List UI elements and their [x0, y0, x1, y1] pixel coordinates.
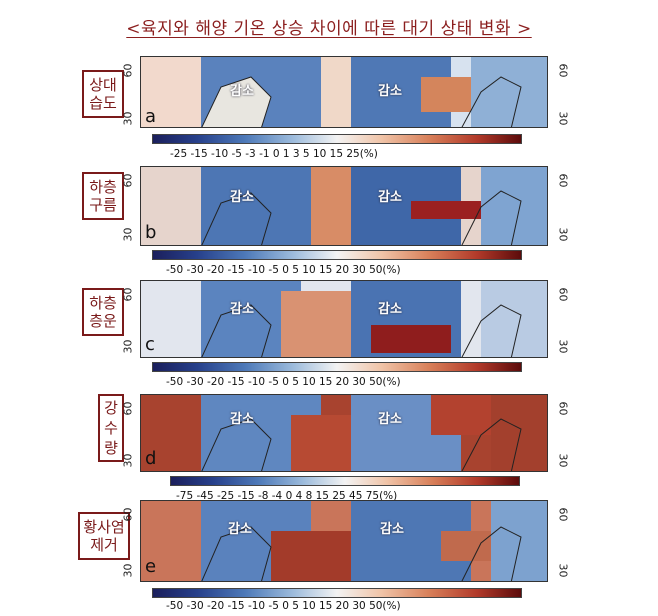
lat-bottom-d: 30 — [121, 453, 135, 468]
lat-top-b: 60 — [121, 173, 135, 188]
map-panel-c — [140, 280, 548, 358]
panel-e-label-line1: 황사염 — [83, 518, 125, 536]
lat-top-a: 60 — [121, 63, 135, 78]
colorbar-d-ticks: -75 -45 -25 -15 -8 -4 0 4 8 15 25 45 75(… — [176, 490, 398, 502]
decrease-label-b2: 감소 — [378, 190, 402, 205]
map-panel-b — [140, 166, 548, 246]
lat-top-c: 60 — [121, 287, 135, 302]
panel-e-label-line2: 제거 — [90, 536, 118, 554]
lat-bottom-b: 30 — [121, 227, 135, 242]
lat-top-d-right: 60 — [556, 401, 570, 416]
decrease-label-e2: 감소 — [380, 522, 404, 537]
map-c-graphic — [141, 281, 547, 357]
lat-bottom-d-right: 30 — [556, 453, 570, 468]
lat-bottom-c: 30 — [121, 339, 135, 354]
colorbar-d — [170, 476, 520, 486]
panel-a-label-line2: 습도 — [89, 94, 117, 112]
lat-top-e: 60 — [121, 507, 135, 522]
figure-title: <육지와 해양 기온 상승 차이에 따른 대기 상태 변화 > — [126, 19, 532, 39]
panel-b-label-line2: 구름 — [89, 196, 117, 214]
panel-b-label: 하층 구름 — [82, 172, 124, 220]
lat-top-d: 60 — [121, 401, 135, 416]
decrease-label-a2: 감소 — [378, 84, 402, 99]
lat-bottom-b-right: 30 — [556, 227, 570, 242]
panel-d-label-line3: 량 — [104, 439, 118, 457]
panel-c-label-line1: 하층 — [89, 294, 117, 312]
panel-a-label-line1: 상대 — [89, 76, 117, 94]
lat-top-c-right: 60 — [556, 287, 570, 302]
panel-d-label-line2: 수 — [104, 419, 118, 437]
lat-top-a-right: 60 — [556, 63, 570, 78]
decrease-label-d1: 감소 — [230, 412, 254, 427]
map-b-graphic — [141, 167, 547, 245]
lat-bottom-a-right: 30 — [556, 111, 570, 126]
decrease-label-c1: 감소 — [230, 302, 254, 317]
panel-d-label: 강 수 량 — [98, 394, 124, 462]
decrease-label-d2: 감소 — [378, 412, 402, 427]
panel-d-label-line1: 강 — [104, 399, 118, 417]
lat-bottom-c-right: 30 — [556, 339, 570, 354]
map-d-graphic — [141, 395, 547, 471]
colorbar-a — [152, 134, 522, 144]
map-e-graphic — [141, 501, 547, 581]
decrease-label-c2: 감소 — [378, 302, 402, 317]
lat-bottom-e: 30 — [121, 563, 135, 578]
colorbar-b-ticks: -50 -30 -20 -15 -10 -5 0 5 10 15 20 30 5… — [166, 264, 401, 276]
map-a-graphic — [141, 57, 547, 127]
panel-e-label: 황사염 제거 — [78, 512, 130, 560]
panel-a-label: 상대 습도 — [82, 70, 124, 118]
lat-bottom-a: 30 — [121, 111, 135, 126]
map-panel-a — [140, 56, 548, 128]
panel-e-letter: e — [145, 556, 157, 577]
map-panel-e — [140, 500, 548, 582]
colorbar-c-ticks: -50 -30 -20 -15 -10 -5 0 5 10 15 20 30 5… — [166, 376, 401, 388]
colorbar-e-ticks: -50 -30 -20 -15 -10 -5 0 5 10 15 20 30 5… — [166, 600, 401, 612]
panel-c-letter: c — [145, 334, 155, 355]
lat-bottom-e-right: 30 — [556, 563, 570, 578]
lat-top-b-right: 60 — [556, 173, 570, 188]
panel-c-label-line2: 층운 — [89, 312, 117, 330]
colorbar-e — [152, 588, 522, 598]
decrease-label-b1: 감소 — [230, 190, 254, 205]
panel-b-label-line1: 하층 — [89, 178, 117, 196]
panel-b-letter: b — [145, 222, 157, 243]
lat-top-e-right: 60 — [556, 507, 570, 522]
decrease-label-e1: 감소 — [228, 522, 252, 537]
decrease-label-a1: 감소 — [230, 84, 254, 99]
panel-c-label: 하층 층운 — [82, 288, 124, 336]
map-panel-d — [140, 394, 548, 472]
colorbar-b — [152, 250, 522, 260]
panel-d-letter: d — [145, 448, 157, 469]
colorbar-c — [152, 362, 522, 372]
panel-a-letter: a — [145, 106, 157, 127]
colorbar-a-ticks: -25 -15 -10 -5 -3 -1 0 1 3 5 10 15 25(%) — [170, 148, 378, 160]
